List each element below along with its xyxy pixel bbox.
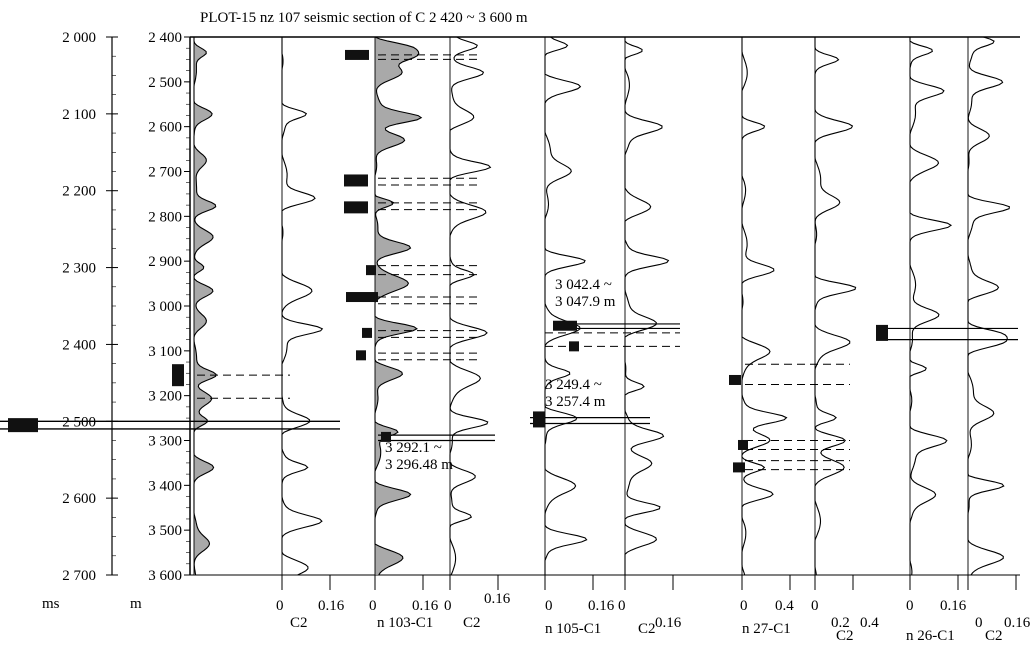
trace-line [281, 37, 324, 576]
bottom-scale-label: C2 [290, 615, 308, 631]
marker-block [533, 411, 545, 428]
depth-tick-label: 2 600 [148, 120, 182, 136]
time-tick-label: 2 700 [62, 568, 96, 584]
marker-block [729, 374, 741, 385]
trace-fill [194, 37, 217, 575]
depth-unit-label: m [130, 596, 142, 612]
depth-tick-label: 2 500 [148, 75, 182, 91]
bottom-scale-label: 0.16 [588, 598, 615, 614]
time-unit-label: ms [42, 596, 60, 612]
depth-interval-annotation: 3 047.9 m [555, 294, 616, 310]
depth-tick-label: 3 600 [148, 568, 182, 584]
trace-line [967, 36, 1011, 576]
bottom-scale-label: C2 [638, 621, 656, 637]
bottom-scale-label: 0.16 [484, 591, 511, 607]
depth-tick-label: 2 400 [148, 30, 182, 46]
marker-block [738, 439, 748, 450]
depth-tick-label: 3 100 [148, 344, 182, 360]
bottom-scale-label: 0 [975, 615, 983, 631]
depth-interval-annotation: 3 296.48 m [385, 457, 453, 473]
marker-block [553, 320, 577, 331]
bottom-scale-label: 0 [740, 598, 748, 614]
bottom-scale-label: 0 [906, 598, 914, 614]
marker-blocks-layer [0, 49, 1018, 473]
marker-block [344, 201, 368, 214]
traces-layer [193, 36, 1011, 576]
time-tick-label: 2 400 [62, 337, 96, 353]
marker-block [344, 174, 368, 187]
axes-layer: 2 000 2 100 2 200 2 300 2 400 2 500 2 600 2 700… [42, 30, 1020, 612]
bottom-scale-label: 0 [444, 598, 452, 614]
bottom-scale-label: n 103-C1 [377, 615, 433, 631]
time-tick-label: 2 200 [62, 184, 96, 200]
bottom-scale-label: C2 [985, 628, 1003, 644]
bottom-scale-label: 0.16 [318, 598, 345, 614]
bottom-scale-label: 0.2 [831, 615, 850, 631]
depth-tick-label: 3 400 [148, 478, 182, 494]
depth-tick-label: 3 300 [148, 434, 182, 450]
marker-block [366, 265, 376, 276]
trace-fill [375, 37, 422, 575]
time-tick-label: 2 100 [62, 107, 96, 123]
depth-tick-label: 2 900 [148, 254, 182, 270]
depth-interval-annotation: 3 042.4 ~ [555, 277, 612, 293]
trace-line [814, 37, 857, 576]
time-tick-label: 2 300 [62, 261, 96, 277]
trace-line [741, 37, 788, 576]
bottom-scale-label: n 26-C1 [906, 628, 955, 644]
bottom-scale-label: 0.4 [775, 598, 794, 614]
bottom-scale-label: 0 [369, 598, 377, 614]
marker-block [381, 431, 391, 442]
depth-tick-label: 3 000 [148, 299, 182, 315]
time-tick-label: 2 600 [62, 491, 96, 507]
depth-interval-annotation: 3 257.4 m [545, 394, 606, 410]
bottom-scale-label: 0 [276, 598, 284, 614]
dashed-markers-layer [197, 54, 850, 471]
marker-block [172, 364, 184, 387]
marker-block [8, 418, 38, 433]
bottom-scale-label: 0 [545, 598, 553, 614]
depth-tick-label: 2 700 [148, 165, 182, 181]
bottom-scale-label: 0.16 [655, 615, 682, 631]
bottom-scale-label: 0.4 [860, 615, 879, 631]
bottom-scale-label: 0.16 [412, 598, 439, 614]
bottom-scale-label: 0.16 [1004, 615, 1031, 631]
depth-tick-label: 3 500 [148, 523, 182, 539]
chart-title: PLOT-15 nz 107 seismic section of C 2 42… [200, 10, 528, 26]
bottom-scale-label: C2 [463, 615, 481, 631]
trace-line [909, 37, 953, 576]
depth-interval-annotation: 3 249.4 ~ [545, 377, 602, 393]
bottom-scale-label: C2 [836, 628, 854, 644]
bottom-scale-label: n 27-C1 [742, 621, 791, 637]
bottom-scale-label: n 105-C1 [545, 621, 601, 637]
marker-block [345, 49, 369, 60]
time-tick-label: 2 500 [62, 414, 96, 430]
marker-block [356, 350, 366, 361]
marker-block [733, 462, 745, 473]
marker-block [346, 292, 378, 303]
time-tick-label: 2 000 [62, 30, 96, 46]
marker-block [362, 327, 372, 338]
annotations-layer: 3 292.1 ~3 296.48 m 3 042.4 ~3 047.9 m 3 2… [385, 277, 616, 473]
bottom-scale-label: 0 [618, 598, 626, 614]
depth-interval-annotation: 3 292.1 ~ [385, 440, 442, 456]
trace-line [624, 37, 670, 575]
depth-tick-label: 2 800 [148, 209, 182, 225]
marker-block [876, 324, 888, 341]
trace-line [449, 36, 492, 576]
bottom-scale-label: 0 [811, 598, 819, 614]
bottom-scale-label: 0.16 [940, 598, 967, 614]
depth-tick-label: 3 200 [148, 389, 182, 405]
marker-block [569, 341, 579, 352]
